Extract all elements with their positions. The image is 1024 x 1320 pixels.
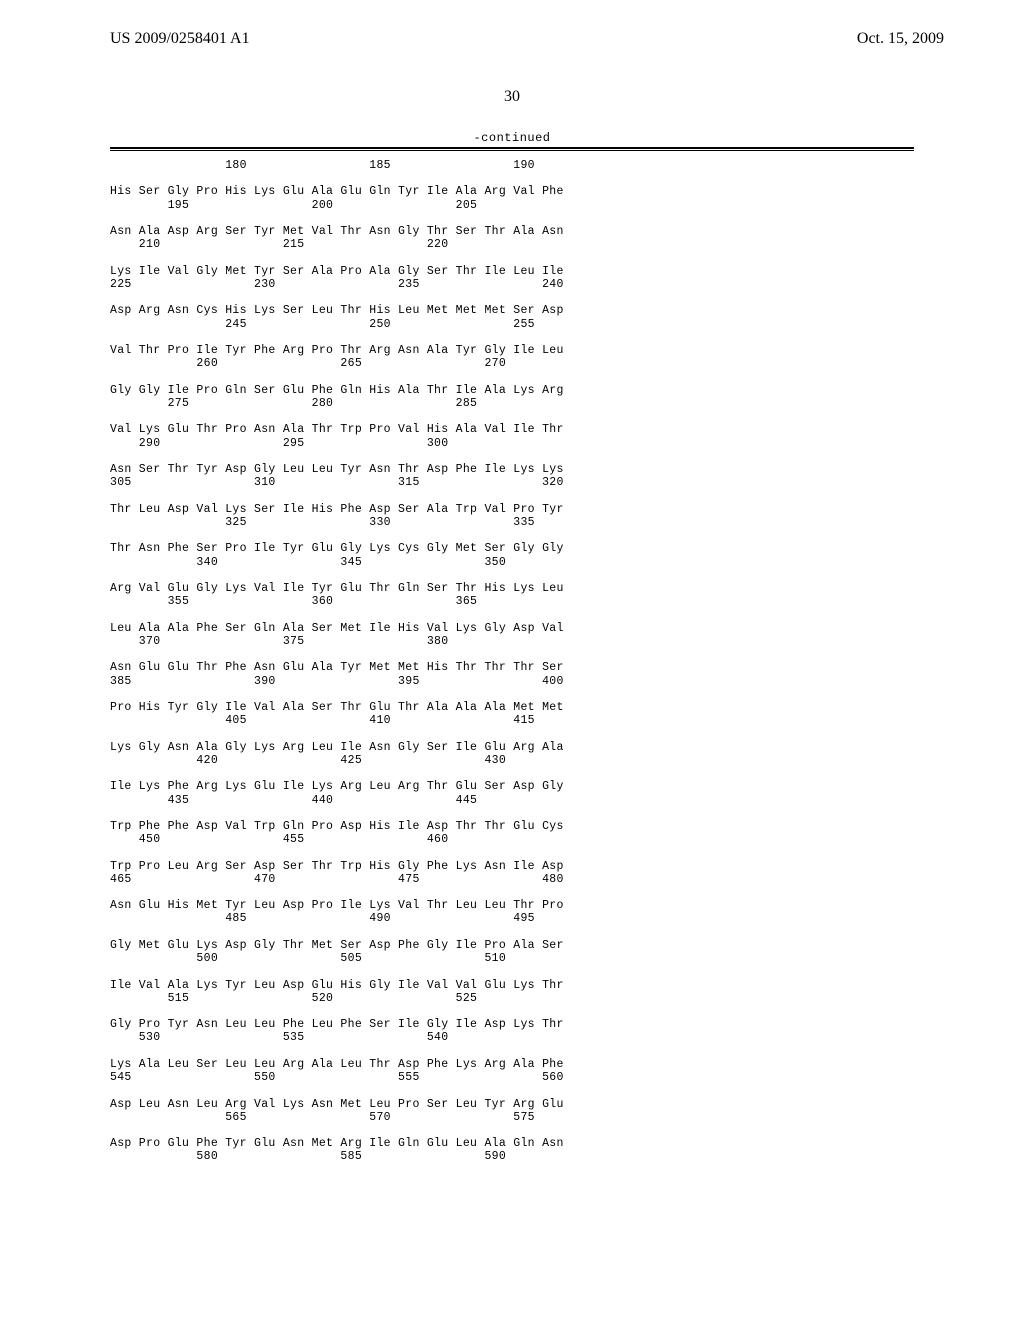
patent-number: US 2009/0258401 A1 — [110, 30, 250, 48]
page-header: US 2009/0258401 A1 Oct. 15, 2009 — [0, 0, 1024, 58]
page-number: 30 — [0, 88, 1024, 106]
publication-date: Oct. 15, 2009 — [857, 30, 944, 48]
continued-label: -continued — [0, 131, 1024, 145]
sequence-listing: 180 185 190 His Ser Gly Pro His Lys Glu … — [0, 151, 1024, 1164]
